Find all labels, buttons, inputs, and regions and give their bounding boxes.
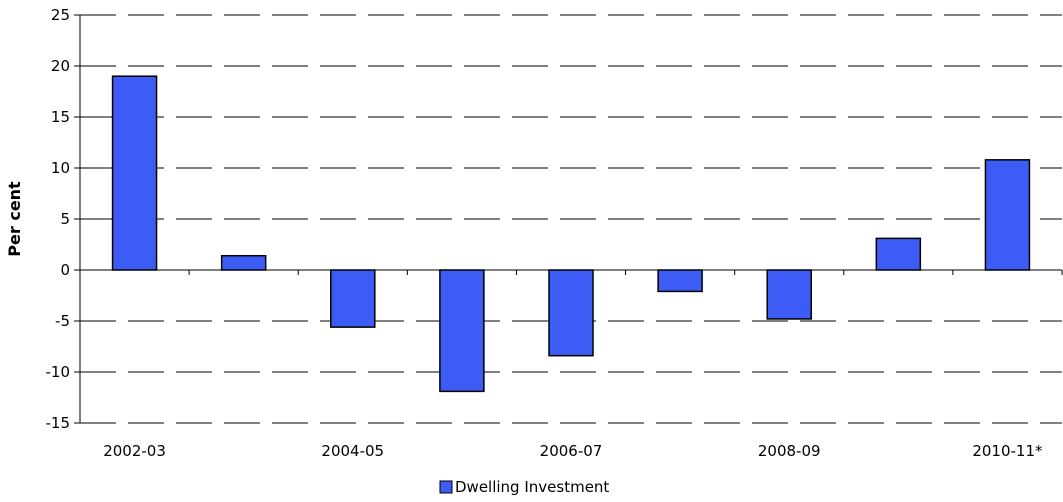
y-tick-label: -5 — [55, 312, 70, 330]
gridlines — [74, 14, 1062, 424]
x-tick-label: 2010-11* — [972, 442, 1043, 460]
bar-2006-07 — [548, 269, 594, 357]
bar-2007-08 — [657, 269, 703, 293]
legend-label: Dwelling Investment — [455, 478, 609, 496]
y-tick-label: -15 — [46, 414, 71, 432]
bar-2003-04 — [220, 254, 267, 271]
x-tick-label: 2002-03 — [103, 442, 166, 460]
y-tick-label: 5 — [60, 210, 70, 228]
x-tick-label: 2008-09 — [758, 442, 821, 460]
bar-2004-05 — [330, 269, 376, 328]
y-tick-label: 20 — [51, 57, 70, 75]
x-tick-label: 2006-07 — [540, 442, 603, 460]
bars — [111, 75, 1031, 393]
y-tick-labels: 25 20 15 10 5 0 -5 -10 -15 — [46, 6, 71, 432]
x-tick-labels: 2002-03 2004-05 2006-07 2008-09 2010-11* — [103, 442, 1043, 460]
y-tick-label: 25 — [51, 6, 70, 24]
bar-2009-10 — [875, 237, 922, 271]
y-axis-title: Per cent — [5, 181, 24, 257]
bar-2002-03 — [111, 75, 158, 271]
bar-2010-11* — [984, 159, 1031, 271]
legend-swatch-dwelling-investment — [439, 480, 453, 494]
y-tick-label: -10 — [46, 363, 71, 381]
bar-2008-09 — [766, 269, 812, 320]
y-tick-label: 0 — [60, 261, 70, 279]
y-tick-label: 10 — [51, 159, 70, 177]
y-tick-label: 15 — [51, 108, 70, 126]
legend: Dwelling Investment — [439, 478, 609, 496]
bar-2005-06 — [439, 269, 485, 393]
x-tick-label: 2004-05 — [321, 442, 384, 460]
